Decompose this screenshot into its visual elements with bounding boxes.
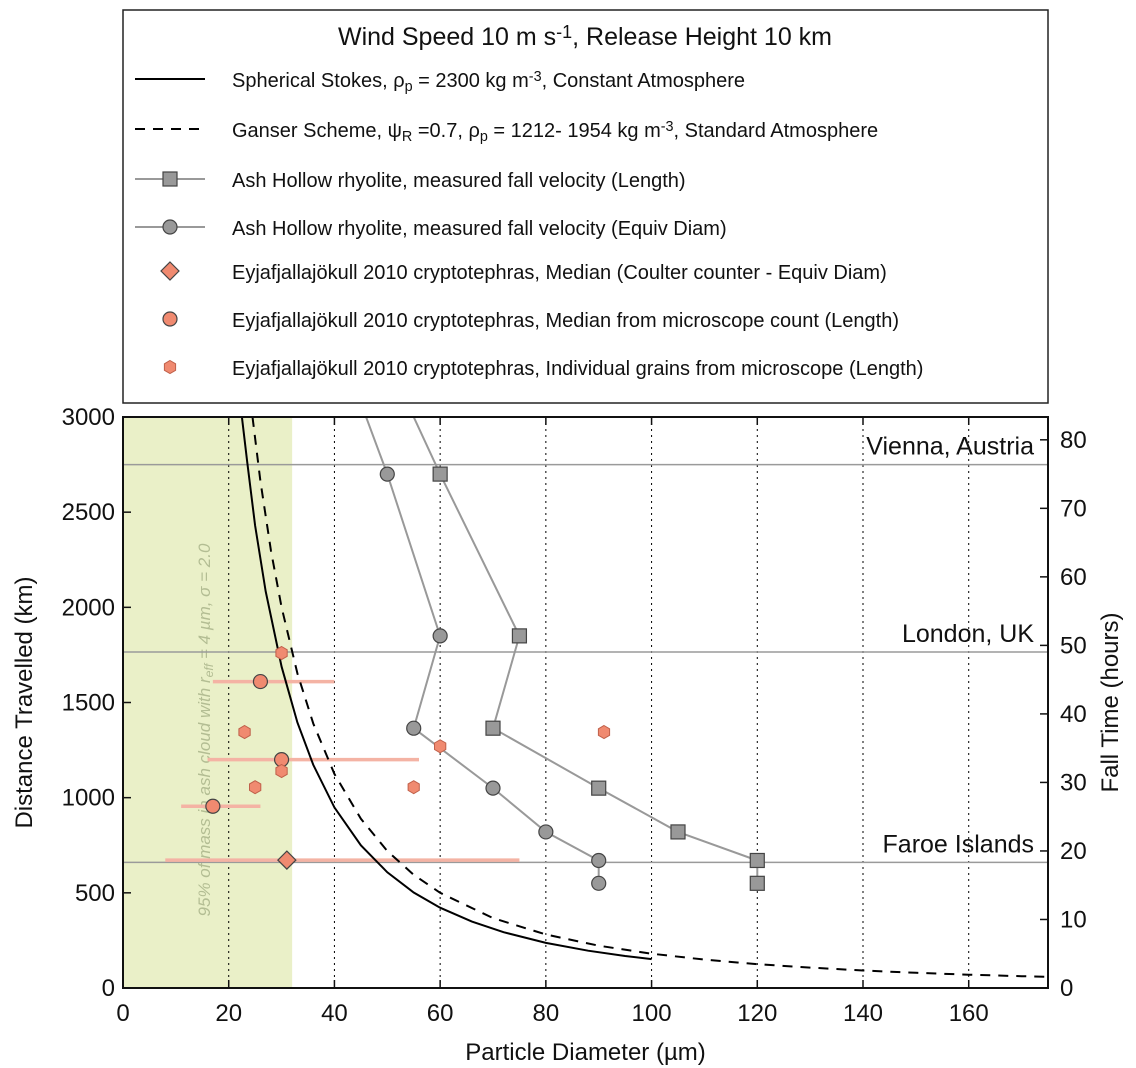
x-tick-label: 60 bbox=[427, 1000, 454, 1027]
line-ash_equiv bbox=[365, 417, 600, 884]
legend-entry-eyja_median: Eyjafjallajökull 2010 cryptotephras, Med… bbox=[162, 310, 899, 332]
x-tick-label: 80 bbox=[533, 1000, 560, 1027]
marker-ash_length bbox=[432, 466, 448, 482]
y2-tick-label: 70 bbox=[1060, 495, 1087, 522]
legend-title: Wind Speed 10 m s-1, Release Height 10 k… bbox=[338, 22, 832, 51]
marker-ash_length bbox=[591, 780, 607, 796]
point-eyja_grains bbox=[407, 780, 420, 795]
point-eyja_grains bbox=[597, 724, 611, 740]
legend-entry-ganser: Ganser Scheme, ψR =0.7, ρp = 1212- 1954 … bbox=[135, 119, 878, 145]
x-tick-label: 100 bbox=[632, 1000, 672, 1027]
y2-tick-label: 0 bbox=[1060, 975, 1073, 1002]
x-tick-label: 160 bbox=[949, 1000, 989, 1027]
marker-ash_equiv bbox=[538, 824, 554, 840]
marker-ash_length bbox=[511, 628, 528, 644]
marker-ash_length bbox=[670, 824, 686, 840]
plot-clip: 95% of mass in ash cloud with reff = 4 µ… bbox=[123, 417, 1048, 988]
legend-entry-eyja_grains: Eyjafjallajökull 2010 cryptotephras, Ind… bbox=[163, 358, 923, 380]
y2-tick-label: 20 bbox=[1060, 838, 1087, 865]
y-axis-label: Distance Travelled (km) bbox=[11, 576, 38, 828]
location-label: London, UK bbox=[902, 620, 1034, 648]
marker-ash_length bbox=[749, 875, 765, 891]
legend-label: Ash Hollow rhyolite, measured fall veloc… bbox=[232, 170, 686, 192]
line-ash_length bbox=[412, 417, 759, 884]
legend-entry-stokes: Spherical Stokes, ρp = 2300 kg m-3, Cons… bbox=[135, 69, 745, 95]
marker-ash_equiv bbox=[591, 875, 607, 891]
legend-circle-marker bbox=[162, 311, 178, 327]
y2-tick-label: 50 bbox=[1060, 632, 1087, 659]
marker-ash_equiv bbox=[485, 780, 501, 796]
legend-label: Ganser Scheme, ψR =0.7, ρp = 1212- 1954 … bbox=[232, 119, 878, 145]
marker-ash_equiv bbox=[379, 466, 395, 482]
x-tick-label: 40 bbox=[321, 1000, 348, 1027]
y-tick-label: 500 bbox=[75, 880, 115, 907]
plot-area: 95% of mass in ash cloud with reff = 4 µ… bbox=[123, 417, 1048, 988]
shaded-region bbox=[123, 417, 293, 988]
legend-entry-ash_equiv: Ash Hollow rhyolite, measured fall veloc… bbox=[135, 218, 727, 240]
legend-square-marker bbox=[162, 171, 178, 187]
point-eyja_median bbox=[252, 673, 269, 690]
x-tick-label: 20 bbox=[215, 1000, 242, 1027]
y2-tick-label: 60 bbox=[1060, 564, 1087, 591]
y-tick-label: 2000 bbox=[62, 594, 115, 621]
x-tick-label: 0 bbox=[116, 1000, 129, 1027]
y-tick-label: 3000 bbox=[62, 404, 115, 431]
y-tick-label: 0 bbox=[102, 975, 115, 1002]
point-eyja_grains bbox=[249, 780, 262, 795]
y2-tick-label: 40 bbox=[1060, 701, 1087, 728]
point-eyja_median bbox=[205, 798, 221, 814]
legend-entry-ash_length: Ash Hollow rhyolite, measured fall veloc… bbox=[135, 170, 686, 192]
legend-hexagon-marker bbox=[163, 359, 177, 375]
legend-entry-eyja_coulter: Eyjafjallajökull 2010 cryptotephras, Med… bbox=[160, 261, 887, 284]
legend-label: Spherical Stokes, ρp = 2300 kg m-3, Cons… bbox=[232, 69, 745, 95]
y2-tick-label: 10 bbox=[1060, 906, 1087, 933]
curve-stokes bbox=[240, 417, 652, 961]
point-eyja_grains bbox=[275, 645, 288, 661]
marker-ash_equiv bbox=[591, 852, 607, 869]
marker-ash_length bbox=[749, 852, 765, 869]
shaded-region-label: 95% of mass in ash cloud with reff = 4 µ… bbox=[195, 543, 216, 916]
point-eyja_grains bbox=[238, 724, 251, 740]
y2-tick-label: 80 bbox=[1060, 427, 1087, 454]
location-label: Faroe Islands bbox=[883, 830, 1034, 858]
x-axis-label: Particle Diameter (µm) bbox=[465, 1039, 706, 1066]
y-tick-label: 1000 bbox=[62, 785, 115, 812]
curve-ganser bbox=[251, 417, 1048, 978]
marker-ash_length bbox=[485, 720, 501, 736]
legend: Wind Speed 10 m s-1, Release Height 10 k… bbox=[122, 9, 1049, 404]
legend-label: Eyjafjallajökull 2010 cryptotephras, Med… bbox=[232, 262, 887, 284]
point-eyja_grains bbox=[434, 739, 447, 754]
legend-label: Ash Hollow rhyolite, measured fall veloc… bbox=[232, 218, 727, 240]
marker-ash_equiv bbox=[406, 720, 422, 736]
y-tick-label: 2500 bbox=[62, 499, 115, 526]
location-label: Vienna, Austria bbox=[866, 433, 1034, 461]
legend-label: Eyjafjallajökull 2010 cryptotephras, Med… bbox=[232, 310, 899, 332]
marker-ash_equiv bbox=[432, 628, 448, 644]
legend-label: Eyjafjallajökull 2010 cryptotephras, Ind… bbox=[232, 358, 923, 380]
point-eyja_coulter bbox=[277, 850, 297, 870]
y2-axis-label: Fall Time (hours) bbox=[1097, 612, 1124, 792]
point-eyja_grains bbox=[275, 763, 288, 779]
x-tick-label: 140 bbox=[843, 1000, 883, 1027]
axes: 0 20 40 60 80 100 120 140 1600500100015002000250… bbox=[11, 404, 1124, 1066]
y-tick-label: 1500 bbox=[62, 690, 115, 717]
legend-circle-marker bbox=[162, 219, 178, 235]
y2-tick-label: 30 bbox=[1060, 769, 1087, 796]
x-tick-label: 120 bbox=[737, 1000, 777, 1027]
legend-box bbox=[122, 9, 1049, 404]
legend-diamond-marker bbox=[160, 261, 180, 281]
